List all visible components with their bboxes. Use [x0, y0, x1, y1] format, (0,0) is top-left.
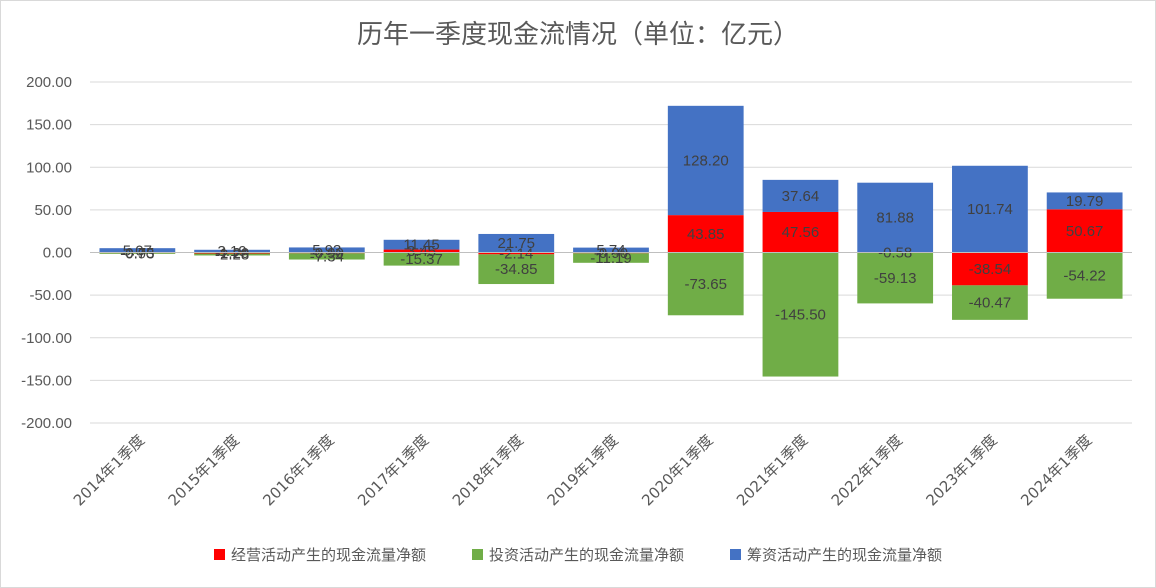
x-tick-label: 2015年1季度 — [165, 431, 243, 509]
bar-segment — [1046, 192, 1123, 210]
data-label: -54.22 — [1063, 268, 1106, 285]
bar-segment — [762, 179, 839, 212]
bar-segment — [478, 254, 555, 285]
bar-segment — [383, 239, 460, 250]
bar-segment — [667, 252, 744, 316]
legend-label: 经营活动产生的现金流量净额 — [230, 546, 426, 564]
data-label: -38.54 — [969, 261, 1012, 278]
y-tick-label: 200.00 — [26, 74, 72, 91]
legend-swatch — [730, 549, 741, 560]
data-label: -15.37 — [400, 251, 443, 268]
bar-segment — [762, 211, 839, 253]
data-label: 43.85 — [687, 226, 725, 243]
data-label: -0.75 — [120, 245, 154, 262]
legend-item: 投资活动产生的现金流量净额 — [471, 544, 684, 565]
data-label: 3.45 — [407, 243, 436, 260]
data-label: 5.07 — [123, 242, 152, 259]
bar-segment — [194, 253, 270, 256]
data-label: -0.58 — [878, 245, 912, 262]
data-label: 5.93 — [312, 242, 341, 259]
x-tick-label: 2023年1季度 — [922, 431, 1000, 509]
data-label: -145.50 — [775, 307, 826, 324]
y-tick-label: -100.00 — [21, 330, 72, 347]
data-label: 5.74 — [596, 242, 625, 259]
data-label: 81.88 — [876, 210, 914, 227]
legend-swatch — [471, 549, 483, 560]
data-label: 19.79 — [1066, 193, 1104, 210]
data-label: -73.65 — [684, 276, 727, 293]
bar-segment — [288, 247, 365, 253]
x-tick-label: 2016年1季度 — [259, 431, 337, 509]
data-label: 3.19 — [217, 243, 246, 260]
data-label: -40.47 — [969, 295, 1012, 312]
data-label: 21.75 — [497, 235, 535, 252]
chart-title: 历年一季度现金流情况（单位：亿元） — [356, 20, 799, 50]
bar-segment — [857, 252, 934, 304]
y-tick-label: 150.00 — [26, 117, 72, 134]
bar-segment — [573, 253, 649, 263]
bar-segment — [762, 252, 839, 377]
y-tick-label: 50.00 — [34, 202, 72, 219]
data-label: -0.90 — [310, 245, 344, 262]
data-label: -59.13 — [874, 270, 917, 287]
bar-segment — [99, 248, 176, 253]
x-tick-label: 2017年1季度 — [354, 431, 432, 509]
data-label: 47.56 — [782, 224, 820, 241]
data-label: 11.45 — [403, 237, 439, 254]
x-tick-label: 2018年1季度 — [449, 431, 527, 509]
bar-segment — [1046, 209, 1123, 253]
data-label: -1.20 — [215, 245, 249, 262]
y-tick-label: -50.00 — [29, 287, 72, 304]
x-tick-label: 2021年1季度 — [733, 431, 811, 509]
data-label: 50.67 — [1066, 223, 1104, 240]
data-label: 128.20 — [683, 152, 729, 169]
bar-segment — [1046, 252, 1123, 299]
x-tick-label: 2020年1季度 — [638, 431, 716, 509]
bar-segment — [99, 253, 176, 254]
bar-segment — [478, 233, 555, 253]
legend-item: 筹资活动产生的现金流量净额 — [730, 544, 942, 565]
x-tick-label: 2022年1季度 — [828, 431, 906, 509]
legend-label: 筹资活动产生的现金流量净额 — [747, 546, 943, 564]
bar-segment — [573, 247, 649, 253]
x-tick-label: 2019年1季度 — [544, 431, 622, 509]
bar-segment — [952, 285, 1028, 320]
bar-segment — [194, 252, 270, 254]
data-label: -2.14 — [499, 245, 533, 262]
bar-segment — [857, 182, 934, 253]
y-tick-label: 100.00 — [26, 159, 72, 176]
bar-segment — [667, 105, 744, 216]
x-tick-label: 2014年1季度 — [70, 431, 148, 509]
data-label: -34.85 — [495, 261, 538, 278]
y-tick-label: 0.00 — [43, 245, 72, 262]
bar-segment — [383, 252, 460, 266]
chart-legend: 经营活动产生的现金流量净额 投资活动产生的现金流量净额 筹资活动产生的现金流量净额 — [0, 544, 1156, 565]
bar-segment — [383, 249, 460, 253]
bar-segment — [952, 252, 1028, 286]
data-label: 37.64 — [782, 188, 820, 205]
bar-segment — [194, 249, 270, 253]
data-label: -2.28 — [215, 246, 249, 263]
x-tick-label: 2024年1季度 — [1017, 431, 1095, 509]
legend-item: 经营活动产生的现金流量净额 — [213, 544, 426, 565]
data-label: -0.93 — [120, 246, 154, 263]
bar-segment — [952, 165, 1028, 253]
legend-label: 投资活动产生的现金流量净额 — [488, 546, 684, 564]
legend-swatch — [213, 549, 225, 560]
data-label: -0.90 — [594, 245, 628, 262]
y-tick-label: -150.00 — [21, 372, 72, 389]
y-tick-label: -200.00 — [21, 415, 72, 432]
bar-segment — [478, 252, 555, 255]
data-label: 101.74 — [967, 201, 1013, 218]
data-label: -11.19 — [590, 250, 631, 267]
bar-segment — [667, 215, 744, 253]
bar-segment — [288, 253, 365, 260]
